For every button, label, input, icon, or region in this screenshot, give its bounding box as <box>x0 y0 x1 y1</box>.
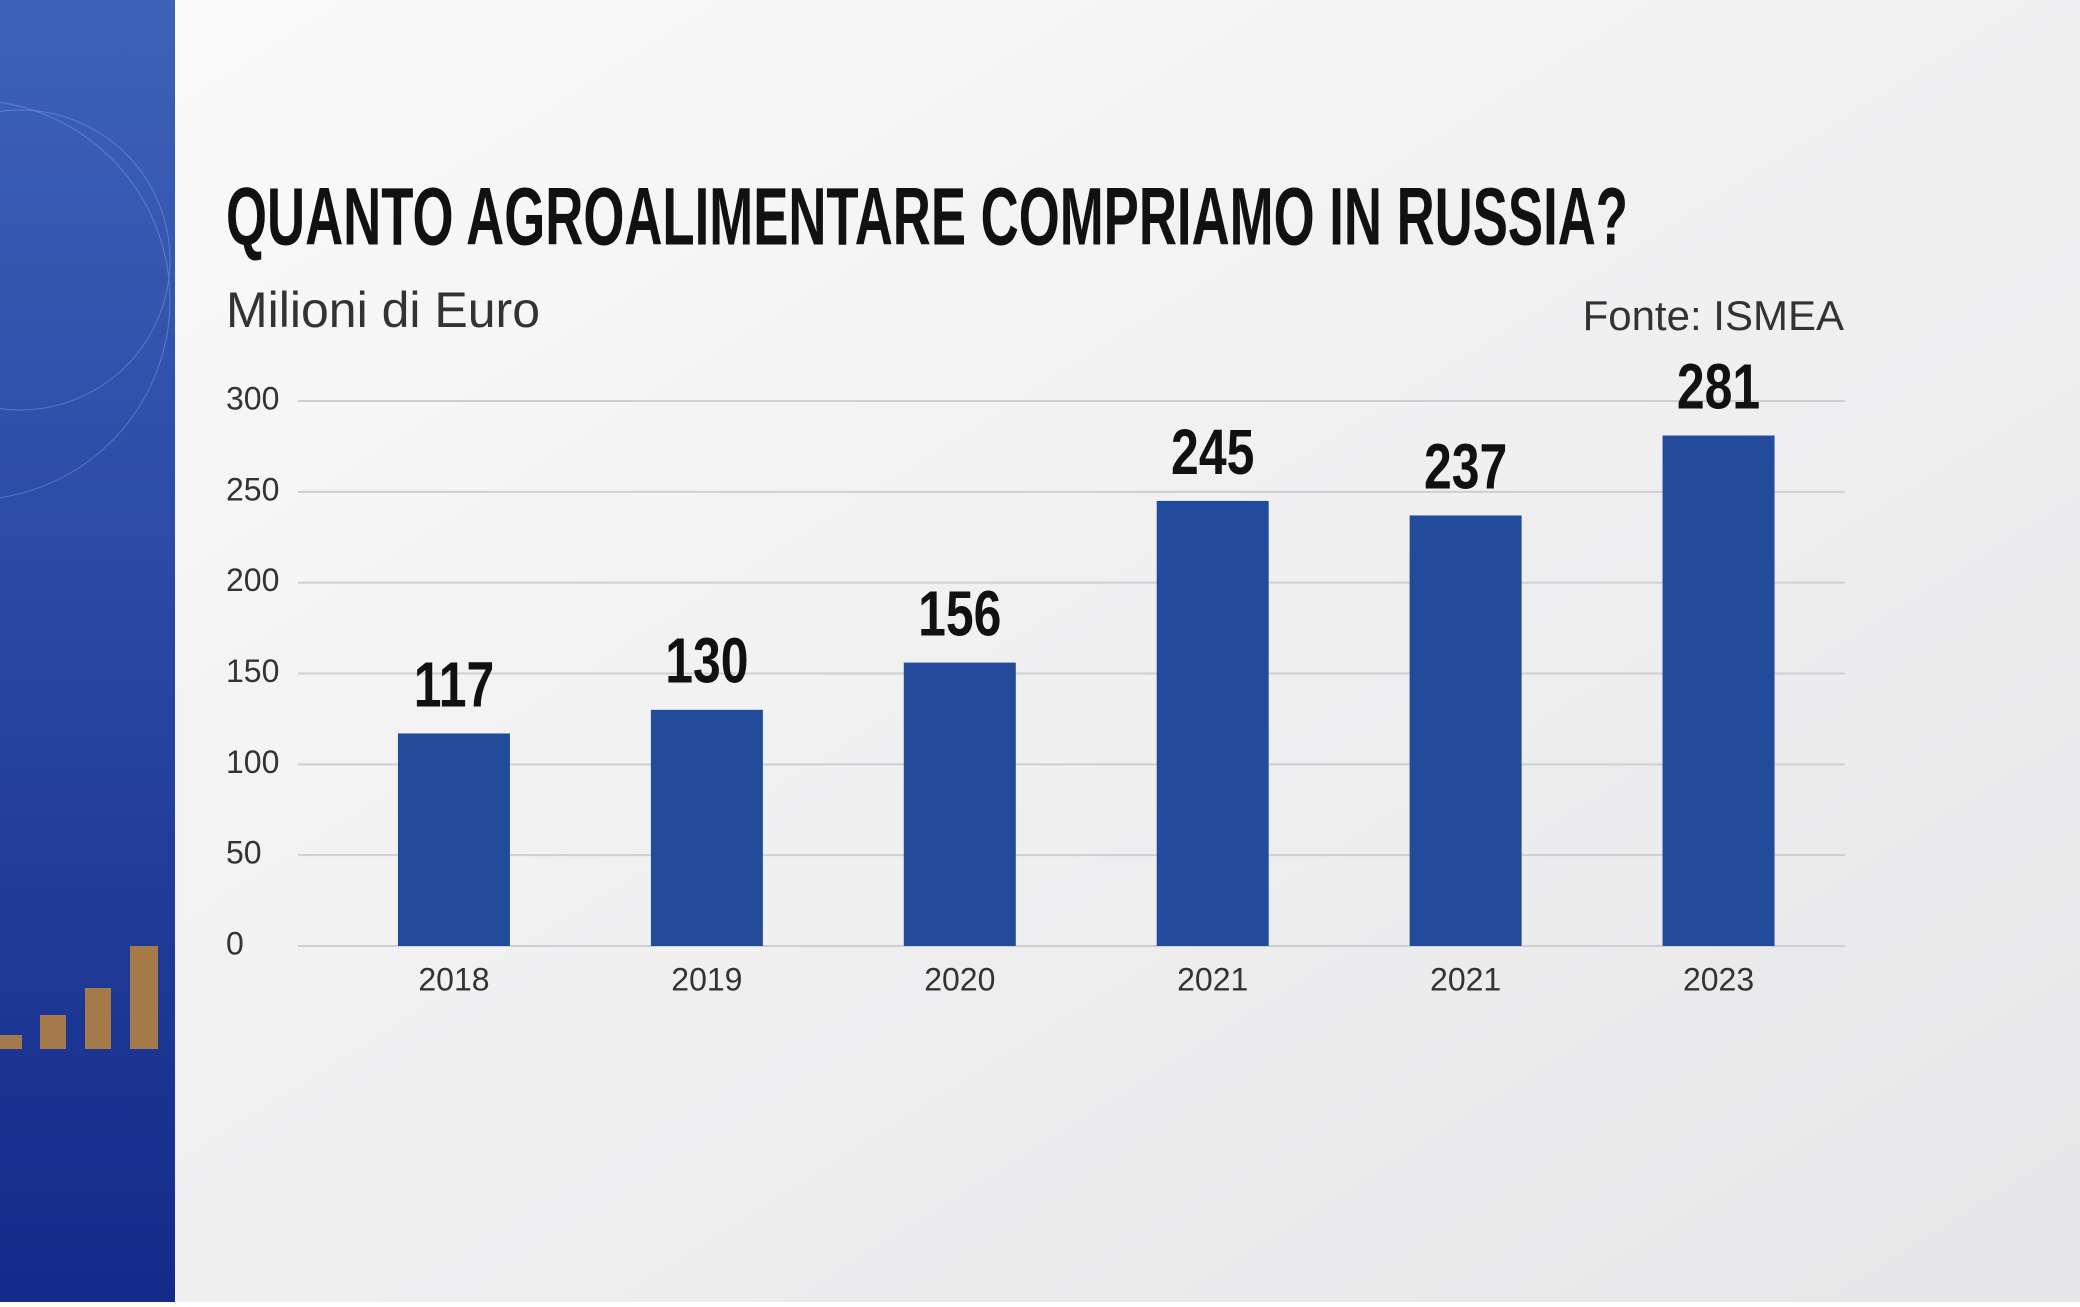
value-label: 245 <box>1171 417 1254 488</box>
side-panel <box>0 0 175 1302</box>
y-tick-label: 0 <box>226 925 244 961</box>
y-tick-label: 200 <box>226 562 279 598</box>
x-tick-label: 2023 <box>1683 961 1754 997</box>
value-label: 156 <box>918 579 1001 650</box>
x-tick-label: 2021 <box>1177 961 1248 997</box>
source: Fonte: ISMEA <box>1583 292 1844 339</box>
y-tick-label: 300 <box>226 380 279 416</box>
x-tick-label: 2019 <box>671 961 742 997</box>
bar <box>397 733 510 946</box>
x-tick-label: 2020 <box>924 961 995 997</box>
value-label: 281 <box>1677 352 1760 423</box>
x-tick-label: 2021 <box>1430 961 1501 997</box>
y-tick-label: 100 <box>226 744 279 780</box>
y-tick-label: 250 <box>226 471 279 507</box>
bar <box>903 662 1016 946</box>
side-decoration <box>0 101 171 499</box>
bar <box>1409 515 1522 946</box>
bar <box>1156 500 1269 946</box>
bar <box>1662 435 1775 946</box>
value-label: 237 <box>1424 431 1507 502</box>
value-label: 117 <box>414 649 495 720</box>
x-tick-label: 2018 <box>418 961 489 997</box>
y-tick-label: 150 <box>226 653 279 689</box>
bar <box>650 709 763 946</box>
y-tick-label: 50 <box>226 835 262 871</box>
value-label: 130 <box>665 626 748 697</box>
side-bars <box>0 946 158 1049</box>
chart-title: QUANTO AGROALIMENTARE COMPRIAMO IN RUSSI… <box>226 172 1628 263</box>
subtitle: Milioni di Euro <box>226 282 540 338</box>
